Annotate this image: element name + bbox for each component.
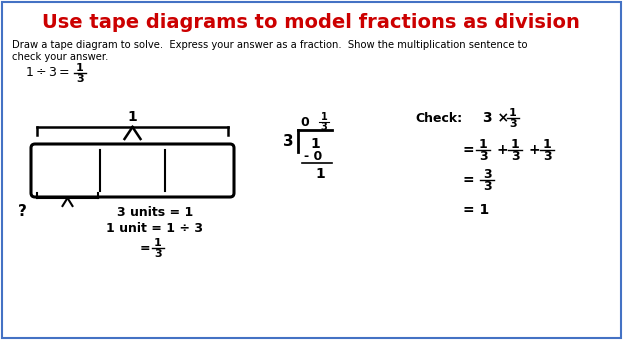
Text: check your answer.: check your answer. [12,52,108,62]
Text: =: = [140,241,151,255]
Text: Check:: Check: [415,112,462,124]
Text: +: + [529,143,541,157]
Text: = 1: = 1 [463,203,489,217]
Text: =: = [463,143,475,157]
Text: 3 ×: 3 × [483,111,509,125]
Text: 0: 0 [301,116,310,129]
Text: 3: 3 [483,181,492,193]
Text: 3 units = 1: 3 units = 1 [117,205,193,219]
Text: 3: 3 [483,168,492,181]
Text: 1: 1 [154,238,162,248]
Text: 1: 1 [315,167,325,181]
Text: 1 unit = 1 ÷ 3: 1 unit = 1 ÷ 3 [107,221,204,235]
Text: 3: 3 [321,122,327,132]
Text: 3: 3 [154,249,162,259]
Text: +: + [497,143,508,157]
Text: ?: ? [17,204,26,220]
Text: 1: 1 [543,137,551,151]
Text: 3: 3 [511,151,520,164]
Text: 3: 3 [509,119,517,129]
Text: - 0: - 0 [304,151,322,164]
Text: 1: 1 [511,137,520,151]
Text: 3: 3 [543,151,551,164]
Text: 3: 3 [283,135,293,150]
Text: 1: 1 [128,110,138,124]
Text: Draw a tape diagram to solve.  Express your answer as a fraction.  Show the mult: Draw a tape diagram to solve. Express yo… [12,40,528,50]
Text: 3: 3 [76,74,84,84]
Text: 1: 1 [478,137,487,151]
Text: 1: 1 [509,108,517,118]
FancyBboxPatch shape [31,144,234,197]
Text: $1 \div 3 = $: $1 \div 3 = $ [25,67,70,80]
Text: 1: 1 [321,112,327,122]
Text: =: = [463,173,475,187]
Text: 1: 1 [310,137,320,151]
Text: 1: 1 [76,63,84,73]
Text: 3: 3 [478,151,487,164]
Text: Use tape diagrams to model fractions as division: Use tape diagrams to model fractions as … [42,13,580,32]
